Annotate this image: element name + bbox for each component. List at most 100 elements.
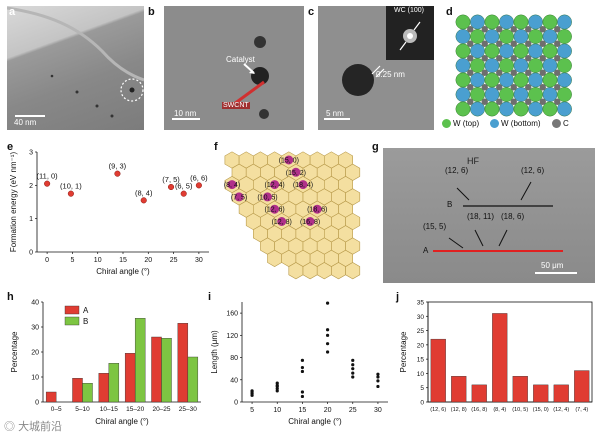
tag-18-6: (18, 6) xyxy=(501,212,525,221)
y-tick-label: 80 xyxy=(230,355,238,362)
chirality-marker xyxy=(277,217,287,226)
panel-i-letter: i xyxy=(208,291,212,303)
length-point xyxy=(300,369,305,374)
carbon-atom xyxy=(539,98,546,105)
chirality-label: (15, 2) xyxy=(286,170,306,177)
bar-a xyxy=(177,323,189,403)
carbon-atom xyxy=(539,84,546,91)
x-axis-label: Chiral angle (°) xyxy=(96,267,150,276)
x-tick-label: 10 xyxy=(273,407,281,414)
chirality-marker xyxy=(263,192,273,202)
w-bottom-swatch xyxy=(490,119,499,128)
carbon-atom xyxy=(554,40,561,47)
y-tick-label: 0 xyxy=(35,400,39,407)
carbon-atom xyxy=(496,55,503,62)
bar-b xyxy=(187,356,199,403)
x-tick-label: 25 xyxy=(170,257,178,264)
chirality-marker xyxy=(305,217,315,226)
panel-h-letter: h xyxy=(7,291,14,303)
carbon-atom xyxy=(481,84,488,91)
length-point xyxy=(250,389,254,393)
point-label: (6, 5) xyxy=(175,182,193,191)
length-point xyxy=(376,372,380,376)
x-tick-label: 25 xyxy=(349,407,357,414)
category-label: 15–20 xyxy=(126,406,144,413)
chirality-label: (12, 8) xyxy=(272,219,292,226)
panel-c-image: WC (100) 0.25 nm 5 nm xyxy=(318,6,434,130)
x-tick-label: 20 xyxy=(144,257,152,264)
x-tick-label: 30 xyxy=(374,407,382,414)
y-tick-label: 15 xyxy=(417,357,425,364)
chirality-label: (18, 4) xyxy=(293,182,313,189)
point-label: (8, 4) xyxy=(135,188,153,197)
x-tick-label: 15 xyxy=(299,407,307,414)
panel-g-image: HF (12, 6) (12, 6) B (18, 11) (18, 6) (1… xyxy=(383,148,595,283)
panel-c-features xyxy=(342,64,385,96)
point-label: (7, 5) xyxy=(162,175,180,184)
panel-g-scale-label: 50 μm xyxy=(541,261,564,270)
tag-12-6-a: (12, 6) xyxy=(445,166,469,175)
y-tick-label: 30 xyxy=(417,314,425,321)
carbon-atom xyxy=(554,84,561,91)
fft-inset: WC (100) xyxy=(386,6,434,60)
carbon-atom xyxy=(554,26,561,33)
y-axis-label: Percentage xyxy=(10,331,19,372)
legend-swatch xyxy=(64,305,80,315)
panel-e-letter: e xyxy=(7,141,14,153)
x-tick-label: 0 xyxy=(45,257,49,264)
y-tick-label: 30 xyxy=(31,325,39,332)
y-axis-label: Formation energy (eV nm⁻¹) xyxy=(9,152,18,253)
swcnt-label: SWCNT xyxy=(222,102,250,109)
carbon-atom xyxy=(554,98,561,105)
panel-d-letter: d xyxy=(446,6,453,18)
energy-point xyxy=(168,183,175,191)
energy-point xyxy=(67,190,74,197)
length-point xyxy=(351,375,355,379)
x-axis-label: Chiral angle (°) xyxy=(288,417,342,426)
plot-frame xyxy=(427,301,593,403)
bar-a xyxy=(45,391,57,403)
bar xyxy=(471,384,487,403)
hex-cell xyxy=(345,262,361,280)
a-line-label: A xyxy=(423,246,429,255)
carbon-atom xyxy=(539,26,546,33)
panel-f-letter: f xyxy=(214,141,218,153)
carbon-atom xyxy=(510,84,517,91)
bar-a xyxy=(151,336,162,403)
length-point xyxy=(300,358,305,362)
length-point xyxy=(376,375,380,379)
panel-f-chirality-map: (15, 0) (15, 2) (8, 4) (12, 4) (18, 4) (7, 5)… xyxy=(224,151,361,280)
carbon-swatch xyxy=(552,119,561,128)
category-label: 25–30 xyxy=(179,406,197,413)
point-label: (10, 1) xyxy=(60,182,82,191)
chirality-marker xyxy=(270,180,280,190)
energy-point xyxy=(44,180,51,187)
category-label: 20–25 xyxy=(152,406,170,413)
bar-a xyxy=(72,378,83,403)
category-label: (7, 4) xyxy=(575,407,588,413)
carbon-atom xyxy=(496,69,503,76)
bar-b xyxy=(161,338,172,403)
bar xyxy=(512,376,528,403)
x-tick-label: 30 xyxy=(195,257,203,264)
length-point xyxy=(300,390,305,394)
x-tick-label: 5 xyxy=(70,257,74,264)
point-label: (6, 6) xyxy=(190,173,208,182)
energy-point xyxy=(180,190,187,197)
length-point xyxy=(325,350,330,354)
y-tick-label: 35 xyxy=(417,300,425,307)
carbon-atom xyxy=(525,55,532,62)
panel-b-scale-label: 10 nm xyxy=(174,109,197,118)
carbon-atom xyxy=(467,84,474,91)
bar-a xyxy=(98,373,110,403)
panel-c-scale-label: 5 nm xyxy=(326,109,344,118)
y-tick-label: 3 xyxy=(29,150,33,157)
carbon-atom xyxy=(496,84,503,91)
chirality-marker xyxy=(270,204,280,214)
energy-point xyxy=(140,197,147,204)
tungsten-atom xyxy=(557,101,572,117)
y-tick-label: 1 xyxy=(29,216,33,223)
bar-b xyxy=(134,318,146,403)
length-point xyxy=(351,358,355,362)
carbon-atom xyxy=(510,40,517,47)
